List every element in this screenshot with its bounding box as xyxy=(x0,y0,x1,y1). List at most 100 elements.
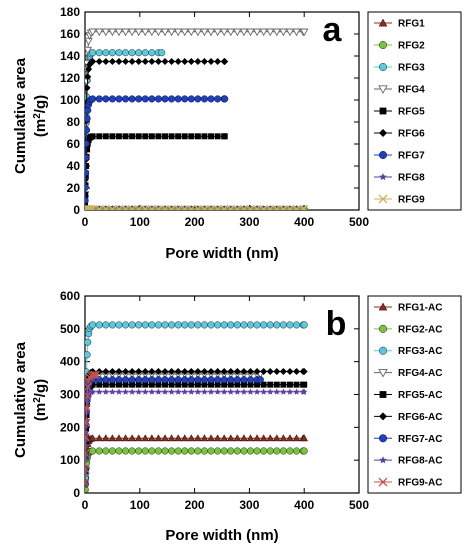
point-rfg5-ac-23 xyxy=(168,381,175,388)
point-rfg4-15 xyxy=(114,28,124,37)
point-rfg8-ac-29 xyxy=(207,388,215,395)
point-rfg4-41 xyxy=(285,28,295,37)
point-rfg3-ac-34 xyxy=(240,321,248,329)
point-rfg9-41-shape xyxy=(285,204,294,210)
point-rfg4-30 xyxy=(213,28,222,37)
point-rfg2-ac-24 xyxy=(174,447,182,455)
point-rfg6-26-shape xyxy=(187,58,195,65)
point-rfg5-21-shape xyxy=(155,133,162,140)
point-rfg9-34 xyxy=(239,204,248,210)
point-rfg5-16-shape xyxy=(122,133,129,140)
point-rfg7-ac-13-shape xyxy=(102,376,110,384)
legend-marker-rfg2-ac xyxy=(379,324,388,333)
point-rfg5-18 xyxy=(135,133,142,140)
point-rfg5-20-shape xyxy=(148,133,155,140)
point-rfg9-31-shape xyxy=(220,204,229,210)
point-rfg5-ac-20-shape xyxy=(148,381,155,388)
point-rfg5-ac-33-shape xyxy=(234,381,241,388)
point-rfg3-ac-11-shape xyxy=(89,321,97,329)
point-rfg2-ac-31-shape xyxy=(220,447,228,455)
point-rfg9-ac-11 xyxy=(88,370,97,379)
legend-marker-rfg6-ac-shape xyxy=(379,412,387,421)
point-rfg8-ac-25-shape xyxy=(181,388,189,395)
point-rfg9-15-shape xyxy=(115,204,123,210)
legend-marker-rfg1-ac xyxy=(378,302,388,311)
point-rfg7-5 xyxy=(85,126,91,134)
point-rfg6-ac-31 xyxy=(220,368,228,376)
point-rfg2-ac-33 xyxy=(233,447,241,455)
point-rfg6-ac-14 xyxy=(108,368,116,376)
legend-marker-rfg1-shape xyxy=(378,18,388,27)
point-rfg4-32 xyxy=(226,28,236,37)
point-rfg3-ac-37 xyxy=(260,321,268,329)
point-rfg3-ac-26 xyxy=(187,321,195,329)
point-rfg5-ac-35 xyxy=(247,381,254,388)
point-rfg9-18-shape xyxy=(134,204,143,210)
point-rfg1-ac-13-shape xyxy=(101,434,110,442)
point-rfg3-ac-39-shape xyxy=(273,321,281,329)
point-rfg8-ac-33 xyxy=(234,388,241,395)
point-rfg8-ac-44-shape xyxy=(300,388,308,395)
point-rfg6-ac-38 xyxy=(266,368,274,376)
legend-marker-rfg6-shape xyxy=(379,129,387,137)
point-rfg3-17-shape xyxy=(128,49,136,57)
point-rfg5-11-shape xyxy=(89,133,96,140)
legend-marker-rfg3-ac-shape xyxy=(379,346,388,355)
point-rfg7-ac-29 xyxy=(207,376,215,384)
point-rfg5-ac-38 xyxy=(267,381,274,388)
point-rfg5-13 xyxy=(102,133,109,140)
point-rfg3-20 xyxy=(148,49,156,57)
point-rfg7-ac-32 xyxy=(227,376,235,384)
point-rfg2-ac-15 xyxy=(115,447,123,455)
point-rfg2-ac-19-shape xyxy=(141,447,149,455)
point-rfg1-ac-41 xyxy=(286,434,294,442)
point-rfg4-38 xyxy=(265,28,275,37)
point-rfg7-ac-34-shape xyxy=(240,376,248,384)
point-rfg3-ac-41 xyxy=(286,321,294,329)
point-rfg8-ac-12 xyxy=(95,388,103,395)
point-rfg5-ac-28-shape xyxy=(201,381,208,388)
point-rfg7-ac-34 xyxy=(240,376,248,384)
point-rfg5-ac-38-shape xyxy=(267,381,274,388)
point-rfg5-18-shape xyxy=(135,133,142,140)
point-rfg1-ac-17 xyxy=(128,434,136,442)
legend-marker-rfg6 xyxy=(379,129,387,137)
point-rfg8-ac-17-shape xyxy=(128,388,136,395)
point-rfg9-30-shape xyxy=(213,204,222,210)
point-rfg6-1-shape xyxy=(85,176,89,184)
point-rfg1-ac-41-shape xyxy=(286,434,294,442)
point-rfg9-10-shape xyxy=(87,204,95,210)
point-rfg1-ac-22 xyxy=(161,434,169,442)
point-rfg9-40 xyxy=(279,204,288,210)
point-rfg6-ac-23 xyxy=(168,368,176,376)
point-rfg8-ac-34-shape xyxy=(240,388,248,395)
point-rfg4-28 xyxy=(200,28,209,37)
point-rfg5-ac-26 xyxy=(188,381,195,388)
point-rfg5-16 xyxy=(122,133,129,140)
legend-marker-rfg5-ac xyxy=(379,391,387,398)
point-rfg3-ac-32-shape xyxy=(227,321,235,329)
legend-label-rfg7-ac: RFG7-AC xyxy=(398,434,442,445)
point-rfg7-3 xyxy=(85,154,90,162)
point-rfg8-ac-28-shape xyxy=(201,388,208,395)
point-rfg5-15-shape xyxy=(116,133,122,140)
point-rfg2-ac-30 xyxy=(214,447,222,455)
point-rfg6-ac-22-shape xyxy=(161,368,169,376)
point-rfg5-0 xyxy=(85,200,89,207)
point-rfg1-ac-37 xyxy=(259,434,268,442)
point-rfg6-27-shape xyxy=(194,58,202,65)
point-rfg3-ac-14-shape xyxy=(108,321,116,329)
legend-label-rfg4: RFG4 xyxy=(398,85,425,96)
point-rfg9-19-shape xyxy=(141,204,150,210)
point-rfg7-ac-17 xyxy=(128,376,136,384)
point-rfg9-ac-2 xyxy=(85,449,90,458)
point-rfg9-42-shape xyxy=(292,204,301,210)
point-rfg7-2-shape xyxy=(85,169,90,177)
point-rfg9-37 xyxy=(259,204,268,210)
point-rfg8-ac-36-shape xyxy=(253,388,261,395)
point-rfg8-ac-32 xyxy=(227,388,235,395)
point-rfg3-14 xyxy=(108,49,116,57)
point-rfg1-ac-20 xyxy=(148,434,156,442)
point-rfg9-26 xyxy=(187,204,196,210)
point-rfg8-ac-14 xyxy=(109,388,116,395)
